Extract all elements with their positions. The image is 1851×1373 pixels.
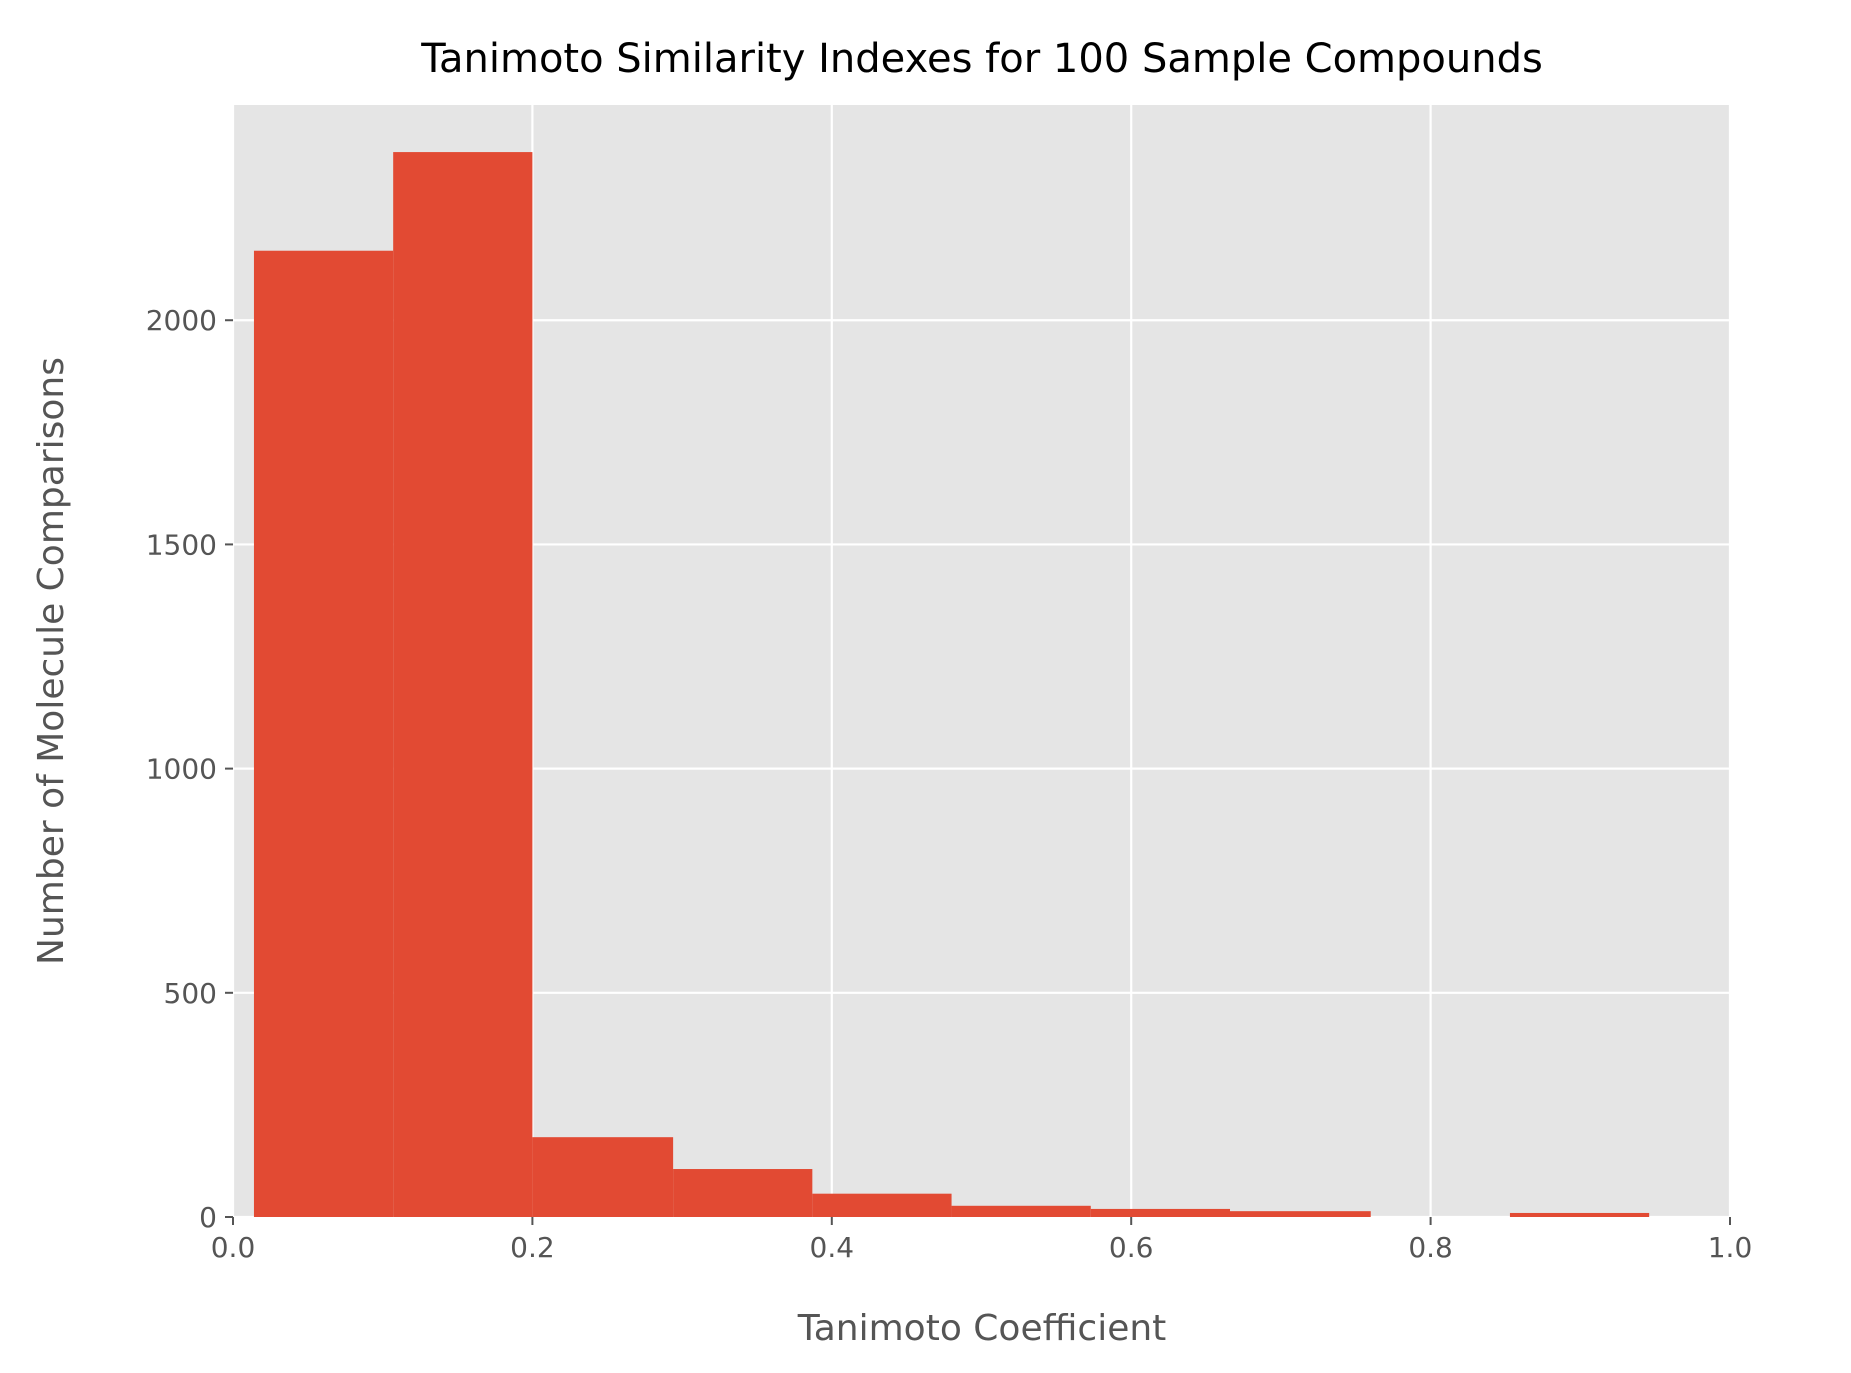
chart-title: Tanimoto Similarity Indexes for 100 Samp… xyxy=(420,36,1543,82)
x-tick-label: 0.2 xyxy=(510,1231,555,1264)
y-tick-label: 0 xyxy=(199,1201,217,1234)
x-tick-label: 1.0 xyxy=(1708,1231,1753,1264)
histogram-bar xyxy=(393,152,533,1217)
histogram-bar xyxy=(1230,1211,1371,1217)
y-tick-label: 500 xyxy=(164,977,217,1010)
histogram-bar xyxy=(1509,1212,1650,1217)
histogram-bar xyxy=(532,1137,674,1217)
histogram-bar xyxy=(1090,1208,1231,1217)
histogram-bar xyxy=(253,250,394,1217)
x-tick-label: 0.0 xyxy=(211,1231,256,1264)
y-axis-ticks: 0 500 1000 1500 2000 xyxy=(146,304,233,1234)
x-axis-ticks: 0.0 0.2 0.4 0.6 0.8 1.0 xyxy=(211,1217,1753,1264)
x-tick-label: 0.8 xyxy=(1408,1231,1453,1264)
x-tick-label: 0.6 xyxy=(1109,1231,1154,1264)
histogram-bar xyxy=(951,1205,1091,1217)
histogram-bars xyxy=(253,152,1650,1217)
x-axis-label: Tanimoto Coefficient xyxy=(797,1308,1167,1349)
histogram-bar xyxy=(673,1169,813,1217)
x-tick-label: 0.4 xyxy=(810,1231,855,1264)
y-tick-label: 1500 xyxy=(146,528,217,561)
histogram-bar xyxy=(812,1193,952,1217)
y-tick-label: 2000 xyxy=(146,304,217,337)
y-tick-label: 1000 xyxy=(146,753,217,786)
y-axis-label: Number of Molecule Comparisons xyxy=(31,357,72,965)
